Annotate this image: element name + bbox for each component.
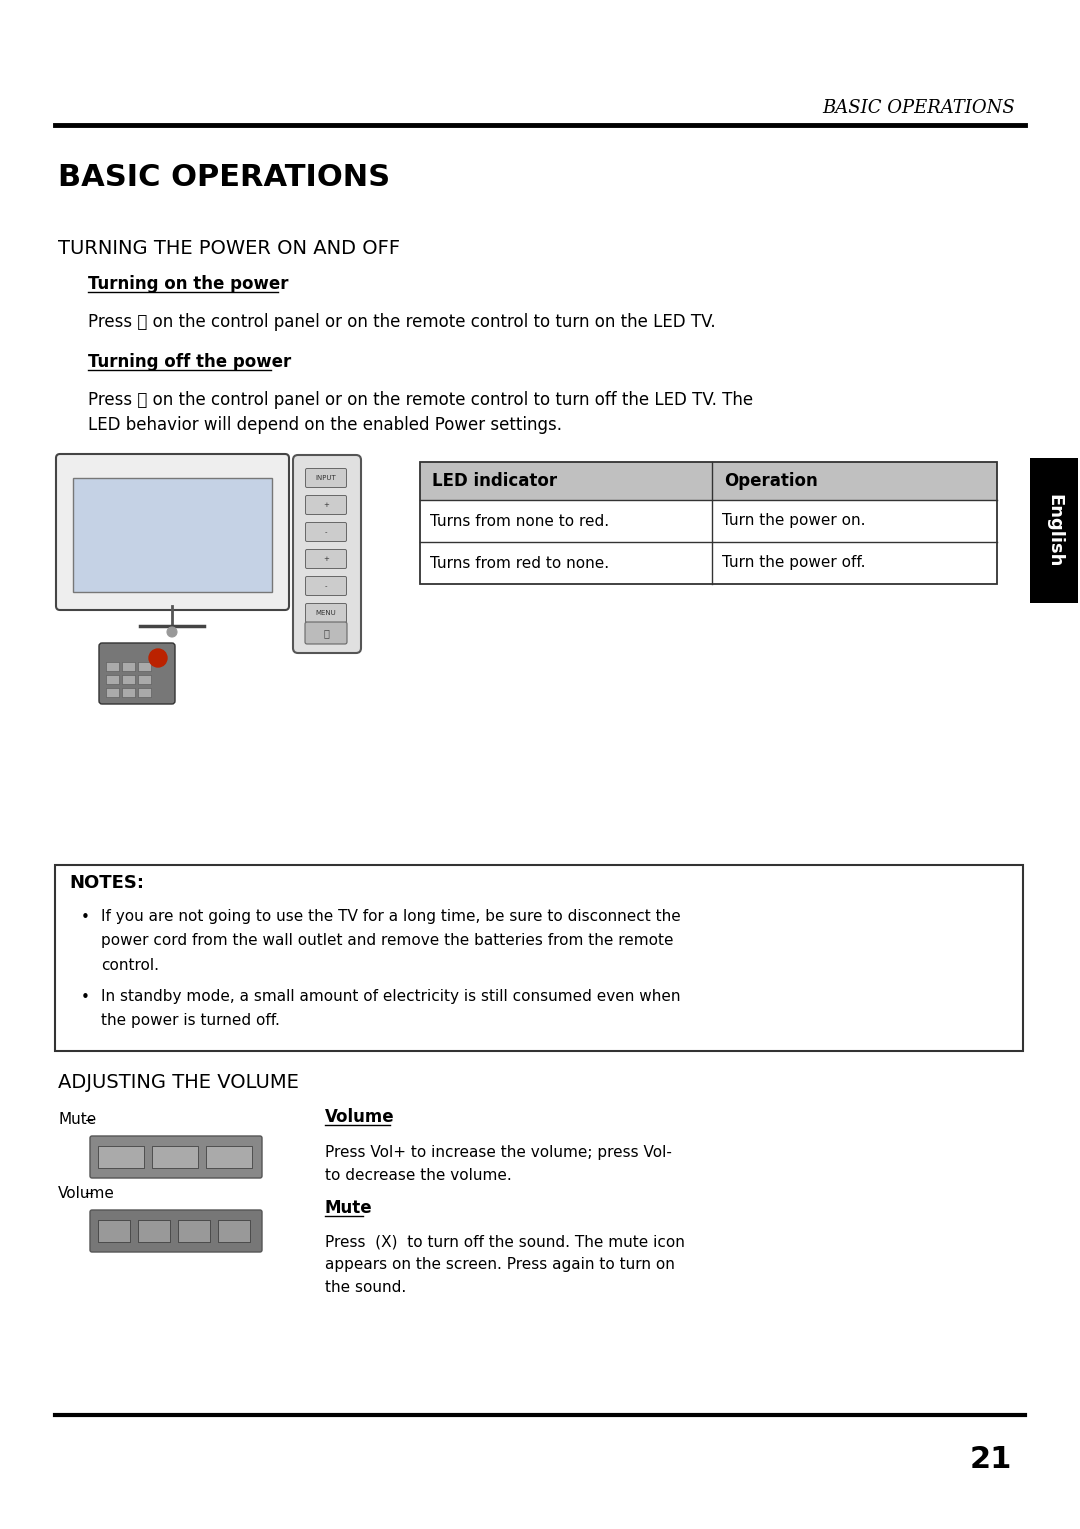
FancyBboxPatch shape [99, 644, 175, 703]
Bar [420, 462, 997, 500]
Text: Turns from none to red.: Turns from none to red. [430, 514, 609, 529]
Bar [98, 1147, 144, 1168]
Bar [152, 1147, 198, 1168]
Bar [122, 688, 135, 697]
Text: to decrease the volume.: to decrease the volume. [325, 1168, 512, 1182]
FancyBboxPatch shape [306, 523, 347, 541]
Bar [138, 662, 151, 671]
Text: +: + [323, 557, 329, 563]
Text: NOTES:: NOTES: [69, 875, 144, 891]
Text: Turning on the power: Turning on the power [87, 275, 288, 294]
Text: Turn the power on.: Turn the power on. [723, 514, 865, 529]
Text: Turns from red to none.: Turns from red to none. [430, 555, 609, 570]
Text: -: - [325, 529, 327, 535]
FancyBboxPatch shape [306, 495, 347, 514]
Circle shape [167, 627, 177, 638]
Bar [122, 674, 135, 683]
Text: BASIC OPERATIONS: BASIC OPERATIONS [822, 99, 1015, 118]
Bar [106, 662, 119, 671]
Text: Turn the power off.: Turn the power off. [723, 555, 865, 570]
Bar [138, 674, 151, 683]
Text: appears on the screen. Press again to turn on: appears on the screen. Press again to tu… [325, 1257, 675, 1272]
Bar [178, 1220, 210, 1242]
Bar [1030, 459, 1078, 602]
Text: If you are not going to use the TV for a long time, be sure to disconnect the: If you are not going to use the TV for a… [102, 910, 680, 925]
Text: Press Vol+ to increase the volume; press Vol-: Press Vol+ to increase the volume; press… [325, 1145, 672, 1159]
Bar [420, 462, 997, 584]
Text: -: - [325, 583, 327, 589]
Text: Press ⏻ on the control panel or on the remote control to turn off the LED TV. Th: Press ⏻ on the control panel or on the r… [87, 391, 753, 408]
Text: 21: 21 [970, 1445, 1012, 1474]
Text: TURNING THE POWER ON AND OFF: TURNING THE POWER ON AND OFF [58, 239, 400, 257]
Text: Operation: Operation [724, 472, 818, 489]
Text: Volume: Volume [58, 1185, 114, 1200]
Bar [138, 1220, 170, 1242]
FancyBboxPatch shape [293, 456, 361, 653]
FancyBboxPatch shape [90, 1136, 262, 1177]
Bar [106, 674, 119, 683]
Text: Volume: Volume [325, 1109, 394, 1125]
Text: •: • [81, 989, 90, 1005]
FancyBboxPatch shape [306, 468, 347, 488]
FancyBboxPatch shape [306, 549, 347, 569]
FancyBboxPatch shape [55, 865, 1023, 1050]
Text: •: • [81, 910, 90, 925]
Bar [206, 1147, 252, 1168]
Bar [98, 1220, 130, 1242]
FancyBboxPatch shape [306, 576, 347, 595]
Text: Press  (X)  to turn off the sound. The mute icon: Press (X) to turn off the sound. The mut… [325, 1234, 685, 1249]
Text: Press ⏻ on the control panel or on the remote control to turn on the LED TV.: Press ⏻ on the control panel or on the r… [87, 313, 716, 330]
Text: In standby mode, a small amount of electricity is still consumed even when: In standby mode, a small amount of elect… [102, 989, 680, 1005]
Text: Turning off the power: Turning off the power [87, 353, 292, 372]
Text: control.: control. [102, 957, 159, 972]
FancyBboxPatch shape [56, 454, 289, 610]
Text: LED indicator: LED indicator [432, 472, 557, 489]
FancyBboxPatch shape [305, 622, 347, 644]
Text: BASIC OPERATIONS: BASIC OPERATIONS [58, 164, 390, 193]
Text: Mute: Mute [58, 1113, 96, 1127]
Text: the sound.: the sound. [325, 1280, 406, 1295]
Text: LED behavior will depend on the enabled Power settings.: LED behavior will depend on the enabled … [87, 416, 562, 434]
Bar [106, 688, 119, 697]
Bar [218, 1220, 249, 1242]
Text: Mute: Mute [325, 1199, 373, 1217]
Text: INPUT: INPUT [315, 476, 336, 482]
Text: +: + [323, 502, 329, 508]
Bar [122, 662, 135, 671]
Bar [73, 479, 272, 592]
FancyBboxPatch shape [90, 1209, 262, 1252]
Text: MENU: MENU [315, 610, 336, 616]
Circle shape [149, 648, 167, 667]
Text: the power is turned off.: the power is turned off. [102, 1014, 280, 1029]
Text: ⏻: ⏻ [323, 628, 329, 638]
Bar [138, 688, 151, 697]
FancyBboxPatch shape [306, 604, 347, 622]
Text: power cord from the wall outlet and remove the batteries from the remote: power cord from the wall outlet and remo… [102, 934, 674, 948]
Text: ADJUSTING THE VOLUME: ADJUSTING THE VOLUME [58, 1072, 299, 1092]
Text: English: English [1045, 494, 1063, 567]
